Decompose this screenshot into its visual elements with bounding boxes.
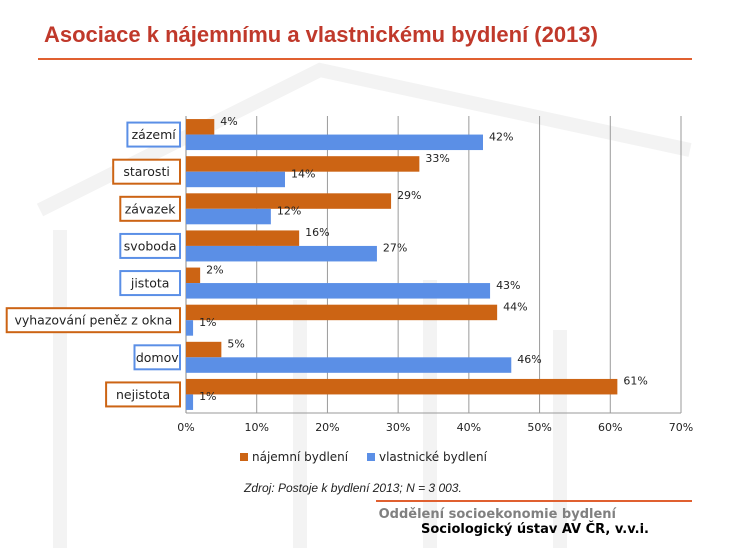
category-label: svoboda (124, 238, 177, 253)
bar (186, 378, 618, 395)
bar (186, 320, 194, 336)
category-box (119, 270, 182, 297)
data-label: 42% (489, 130, 513, 143)
title-underline (38, 58, 692, 60)
data-label: 33% (425, 152, 449, 165)
bar (186, 304, 498, 321)
category-label: nejistota (116, 387, 170, 402)
category-label: jistota (130, 276, 170, 291)
page-title: Asociace k nájemnímu a vlastnickému bydl… (44, 22, 598, 47)
category-box (5, 307, 182, 334)
bar (186, 341, 222, 358)
data-label: 1% (199, 390, 216, 403)
category-box (119, 232, 182, 259)
bar (186, 357, 512, 373)
x-tick-label: 0% (177, 421, 194, 434)
institute-name: Sociologický ústav AV ČR, v.v.i. (421, 522, 649, 537)
category-label: závazek (125, 201, 177, 216)
x-tick-label: 50% (527, 421, 551, 434)
category-box (112, 158, 181, 185)
bar (186, 193, 392, 209)
footer-rule (376, 500, 692, 502)
bar (186, 156, 420, 172)
x-tick-label: 70% (669, 421, 693, 434)
bar (186, 245, 377, 262)
category-box (126, 121, 181, 148)
data-label: 27% (383, 242, 407, 255)
data-label: 29% (397, 189, 421, 202)
bar (186, 208, 271, 225)
data-label: 2% (206, 263, 223, 276)
x-tick-label: 60% (598, 421, 622, 434)
bar (186, 134, 483, 151)
data-label: 43% (496, 279, 520, 292)
bar (186, 171, 285, 188)
x-tick-label: 20% (315, 421, 339, 434)
category-labels: zázemí starosti závazek svoboda jistota vyhaz… (5, 121, 182, 408)
data-label: 4% (220, 115, 237, 128)
legend: nájemní bydlení vlastnické bydlení (240, 450, 488, 464)
category-label: domov (136, 350, 179, 365)
data-label: 14% (291, 167, 315, 180)
bar (186, 230, 300, 246)
data-label: 46% (517, 353, 541, 366)
department-name: Oddělení socioekonomie bydlení (378, 507, 616, 522)
data-label: 5% (227, 338, 244, 351)
legend-swatch (240, 453, 248, 461)
data-labels: 4% 42% 33% 14% 29% 12% 16% 27% 2% 43% 44% 1% 5% 46% 61… (199, 115, 648, 403)
category-box (133, 344, 181, 371)
legend-swatch (367, 453, 375, 461)
bar (186, 394, 194, 410)
category-label: starosti (123, 164, 169, 179)
category-label: vyhazování peněz z okna (14, 313, 172, 328)
source-note: Zdroj: Postoje k bydlení 2013; N = 3 003… (243, 481, 462, 495)
bar (186, 119, 215, 135)
x-tick-label: 10% (244, 421, 268, 434)
data-label: 16% (305, 226, 329, 239)
category-box (119, 195, 182, 222)
x-axis-ticks: 0% 10% 20% 30% 40% 50% 60% 70% (177, 421, 693, 434)
data-label: 12% (277, 205, 301, 218)
x-tick-label: 30% (386, 421, 410, 434)
legend-label: vlastnické bydlení (379, 450, 488, 464)
bar (186, 267, 201, 284)
legend-label: nájemní bydlení (252, 450, 349, 464)
data-label: 1% (199, 316, 216, 329)
bar (186, 283, 491, 299)
data-label: 44% (503, 300, 527, 313)
category-label: zázemí (132, 127, 177, 142)
x-tick-label: 40% (457, 421, 481, 434)
bars (186, 119, 618, 410)
data-label: 61% (623, 375, 647, 388)
category-box (105, 381, 181, 408)
